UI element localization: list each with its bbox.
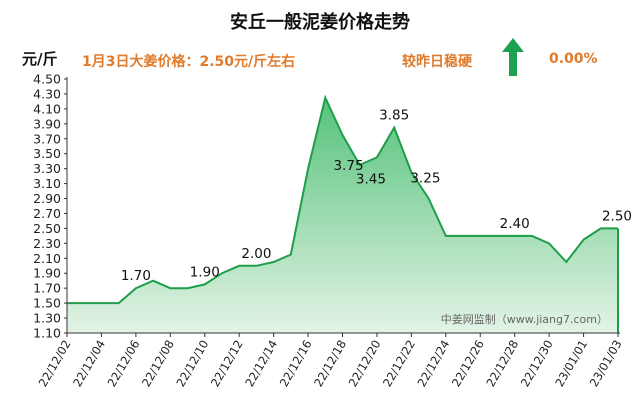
y-tick-label: 3.10 [33,176,61,191]
chart-title: 安丘一般泥姜价格走势 [230,12,410,33]
y-tick-label: 2.10 [33,251,61,266]
y-tick-label: 1.90 [33,266,61,281]
x-tick-label: 22/12/06 [105,338,143,390]
series-line [67,94,618,305]
x-tick-label: 22/12/10 [173,338,211,390]
x-tick-label: 22/12/20 [346,338,384,390]
y-tick-label: 4.10 [33,101,61,116]
y-tick-label: 1.30 [33,311,61,326]
x-tick-label: 22/12/26 [449,338,487,390]
data-label: 1.70 [121,268,151,284]
y-tick-label: 3.90 [33,116,61,131]
y-tick-label: 1.70 [33,281,61,296]
y-tick-label: 3.30 [33,161,61,176]
y-tick-label: 1.10 [33,326,61,341]
y-tick-label: 2.90 [33,191,61,206]
x-tick-label: 22/12/18 [311,338,349,390]
data-label: 1.90 [190,264,220,280]
up-arrow-icon [502,38,524,76]
data-label: 3.45 [356,171,386,187]
y-tick-label: 2.50 [33,221,61,236]
x-tick-label: 22/12/04 [70,338,108,390]
trend-text: 较昨日稳硬 [402,54,472,70]
x-tick-label: 23/01/03 [587,338,625,390]
x-tick-label: 22/12/28 [483,338,521,390]
area-fill [67,97,618,333]
data-label: 3.25 [410,170,440,186]
unit-label: 元/斤 [22,50,58,68]
data-label: 3.85 [379,108,409,124]
y-tick-label: 4.50 [33,72,61,87]
x-tick-label: 22/12/08 [139,338,177,390]
x-tick-label: 22/12/16 [277,338,315,390]
change-percent: 0.00% [549,51,598,67]
data-label: 3.75 [333,158,363,174]
y-tick-label: 4.30 [33,86,61,101]
data-label: 2.00 [241,246,271,262]
watermark: 中姜网监制（www.jiang7.com） [441,312,608,326]
x-tick-label: 22/12/02 [36,338,74,390]
y-tick-label: 2.30 [33,236,61,251]
x-tick-label: 23/01/01 [552,338,590,390]
y-tick-label: 2.70 [33,206,61,221]
price-headline: 1月3日大姜价格：2.50元/斤左右 [82,54,296,70]
x-tick-label: 22/12/30 [518,338,556,390]
y-tick-label: 1.50 [33,296,61,311]
data-label: 2.40 [500,216,530,232]
y-tick-label: 3.70 [33,131,61,146]
data-label: 2.50 [602,208,632,224]
x-tick-label: 22/12/22 [380,338,418,390]
x-tick-label: 22/12/12 [208,338,246,390]
x-tick-label: 22/12/14 [242,338,280,390]
x-tick-label: 22/12/24 [414,338,452,390]
y-tick-label: 3.50 [33,146,61,161]
